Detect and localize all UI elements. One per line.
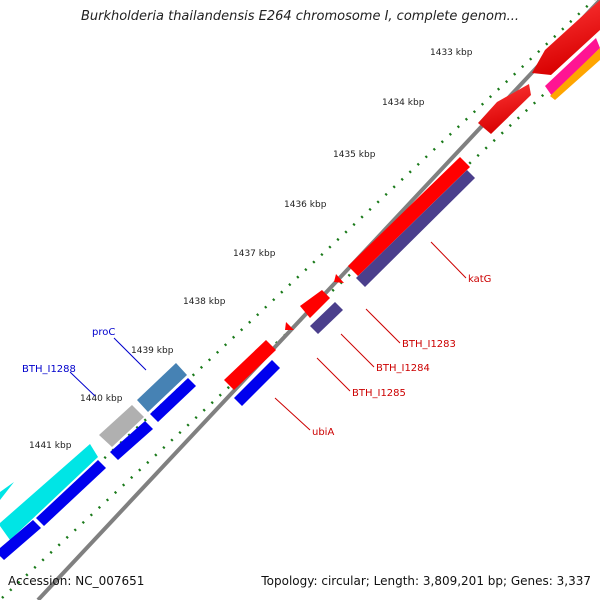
- gene-blue-edge[interactable]: [0, 520, 41, 560]
- leader-ubiA: [274, 397, 311, 431]
- gene-blue-proC[interactable]: [150, 378, 196, 422]
- tick-label-1436: 1436 kbp: [284, 200, 327, 210]
- tick-label-1438: 1438 kbp: [183, 297, 226, 307]
- gene-red-1434[interactable]: [478, 84, 531, 134]
- accession-text: Accession: NC_007651: [8, 574, 145, 588]
- gene-label-BTH_I1285: BTH_I1285: [352, 388, 406, 399]
- tick-label-1434: 1434 kbp: [382, 98, 425, 108]
- gene-ubiA-inner[interactable]: [234, 360, 280, 406]
- leader-BTH_I1284: [340, 333, 375, 368]
- gene-label-BTH_I1283: BTH_I1283: [402, 339, 456, 350]
- tick-label-1441: 1441 kbp: [29, 441, 72, 451]
- tick-label-1435: 1435 kbp: [333, 150, 376, 160]
- gene-slate-1438[interactable]: [310, 302, 343, 334]
- gene-BTH_I1283-outer[interactable]: [334, 274, 344, 283]
- tick-label-1440: 1440 kbp: [80, 394, 123, 404]
- gene-katG-inner[interactable]: [356, 170, 475, 287]
- gene-cyan-1441[interactable]: [0, 444, 98, 540]
- gene-BTH_I1285-outer[interactable]: [285, 322, 294, 330]
- tick-label-1439: 1439 kbp: [131, 346, 174, 356]
- map-title: Burkholderia thailandensis E264 chromoso…: [80, 9, 520, 24]
- gene-label-ubiA: ubiA: [312, 427, 334, 438]
- leader-BTH_I1288: [69, 371, 96, 397]
- gene-red-1433[interactable]: [532, 0, 600, 75]
- leader-proC: [113, 337, 147, 371]
- leader-BTH_I1283: [365, 308, 401, 344]
- gene-BTH_I1284-outer[interactable]: [300, 290, 330, 318]
- gene-label-proC: proC: [92, 327, 115, 338]
- gene-blue-1441[interactable]: [36, 460, 106, 526]
- leader-BTH_I1285: [316, 357, 351, 392]
- outer-dotted-line: [0, 0, 596, 557]
- gene-katG-outer[interactable]: [348, 157, 470, 276]
- gene-ubiA-outer[interactable]: [224, 340, 276, 390]
- gene-magenta[interactable]: [545, 38, 600, 96]
- gene-orange[interactable]: [550, 48, 600, 100]
- gene-blue-BTH_I1288[interactable]: [110, 421, 153, 460]
- tick-label-1437: 1437 kbp: [233, 249, 276, 259]
- tick-label-1433: 1433 kbp: [430, 48, 473, 58]
- gene-cyan-edge[interactable]: [0, 482, 14, 500]
- topology-text: Topology: circular; Length: 3,809,201 bp…: [261, 574, 591, 588]
- gene-label-katG: katG: [468, 274, 491, 285]
- gene-BTH_I1288[interactable]: [99, 405, 144, 447]
- gene-proC[interactable]: [137, 363, 187, 412]
- leader-katG: [430, 241, 467, 279]
- gene-label-BTH_I1288: BTH_I1288: [22, 364, 76, 375]
- gene-label-BTH_I1284: BTH_I1284: [376, 363, 430, 374]
